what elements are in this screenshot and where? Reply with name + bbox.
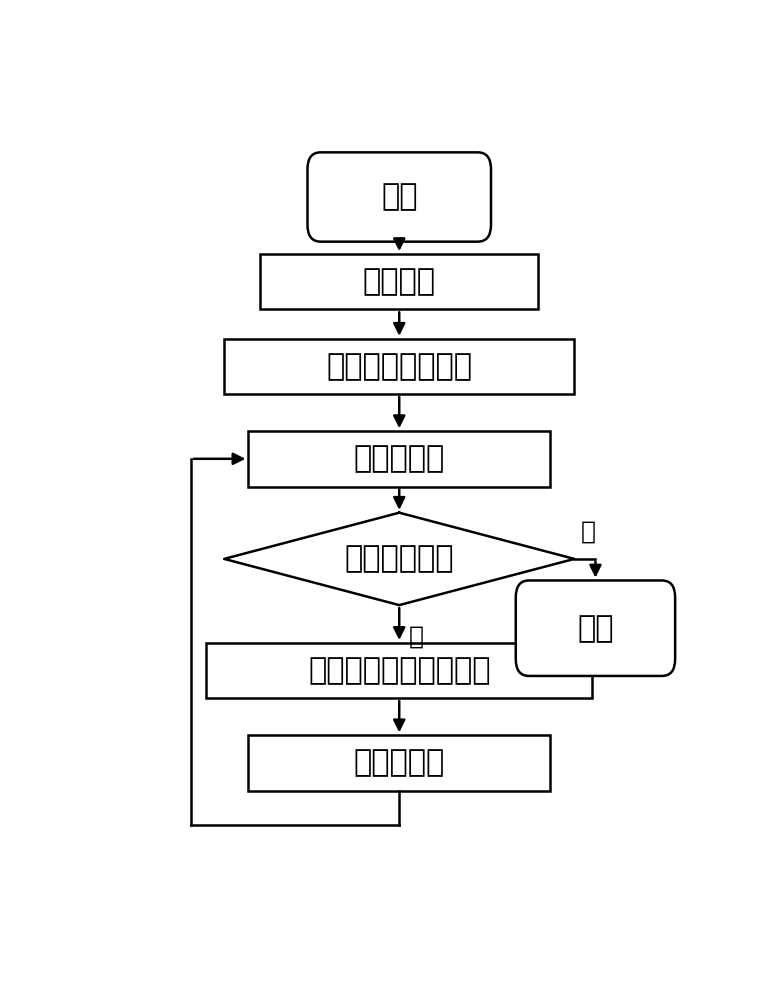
Text: 开始: 开始 (381, 182, 418, 212)
Text: 抗原识别: 抗原识别 (363, 267, 435, 296)
Text: 满足终止条件: 满足终止条件 (344, 544, 454, 573)
Text: 结束: 结束 (577, 614, 614, 643)
FancyBboxPatch shape (206, 643, 593, 698)
FancyBboxPatch shape (260, 254, 538, 309)
Text: 抗体群更新: 抗体群更新 (354, 748, 445, 777)
FancyBboxPatch shape (249, 735, 550, 791)
Text: 否: 否 (408, 624, 423, 648)
Text: 抗体产生的促进和抑制: 抗体产生的促进和抑制 (308, 656, 491, 685)
FancyBboxPatch shape (308, 152, 491, 242)
Text: 初始抗体群体产生: 初始抗体群体产生 (326, 352, 472, 381)
FancyBboxPatch shape (516, 580, 675, 676)
Text: 亲和力计算: 亲和力计算 (354, 444, 445, 473)
Text: 是: 是 (580, 520, 595, 544)
Polygon shape (224, 513, 574, 605)
FancyBboxPatch shape (249, 431, 550, 487)
FancyBboxPatch shape (224, 339, 574, 394)
